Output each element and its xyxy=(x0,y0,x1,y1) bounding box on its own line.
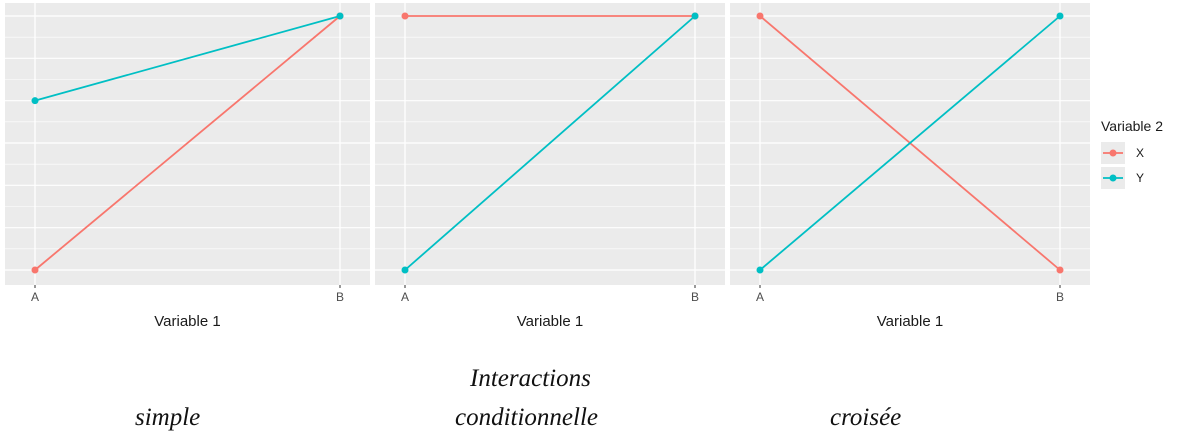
x-axis-title: Variable 1 xyxy=(877,313,943,330)
panel-3: A B Variable 1 xyxy=(730,3,1090,330)
caption-conditionnelle: conditionnelle xyxy=(455,404,599,431)
legend-label: Y xyxy=(1136,171,1144,185)
legend-title: Variable 2 xyxy=(1101,118,1163,134)
x-tick-label: A xyxy=(401,290,409,304)
series-line-y xyxy=(404,15,696,271)
x-axis-title: Variable 1 xyxy=(154,313,220,330)
series-point-y xyxy=(31,97,39,105)
caption-croisee: croisée xyxy=(830,404,902,431)
legend-label: X xyxy=(1136,146,1144,160)
caption-simple: simple xyxy=(135,404,201,431)
x-tick-label: A xyxy=(31,290,39,304)
series-line-y xyxy=(34,15,341,102)
series-point-x xyxy=(1056,266,1064,274)
series-point-x xyxy=(756,12,764,20)
x-tick-label: A xyxy=(756,290,764,304)
series-point-y xyxy=(401,266,409,274)
legend: Variable 2 XY xyxy=(1101,118,1163,189)
legend-key-point xyxy=(1109,149,1117,157)
panel-2: A B Variable 1 xyxy=(375,3,725,330)
series-point-y xyxy=(691,12,699,20)
series-point-x xyxy=(401,12,409,20)
x-tick-label: B xyxy=(1056,290,1064,304)
x-tick-label: B xyxy=(691,290,699,304)
series-point-y xyxy=(756,266,764,274)
series-point-y xyxy=(1056,12,1064,20)
series-point-x xyxy=(31,266,39,274)
x-axis-title: Variable 1 xyxy=(517,313,583,330)
series-line-x xyxy=(34,15,341,271)
interaction-charts: A B Variable 1 A B Variable 1 A B Variable 1 Vari… xyxy=(5,3,1163,330)
series-line-y xyxy=(759,15,1061,271)
caption-heading: Interactions xyxy=(470,365,591,392)
legend-item-y: Y xyxy=(1101,167,1144,189)
panel-1: A B Variable 1 xyxy=(5,3,370,330)
series-point-y xyxy=(336,12,344,20)
legend-key-point xyxy=(1109,174,1117,182)
x-tick-label: B xyxy=(336,290,344,304)
legend-item-x: X xyxy=(1101,142,1144,164)
